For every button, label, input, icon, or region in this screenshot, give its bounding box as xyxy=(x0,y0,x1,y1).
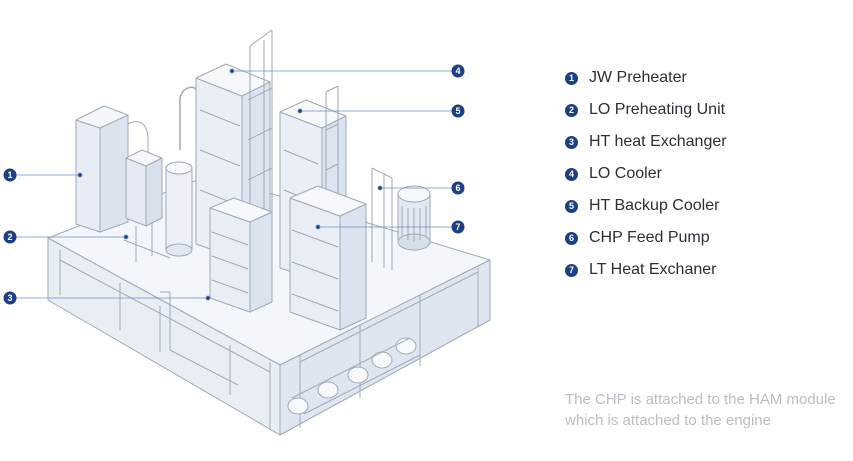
lt-exchanger-ribs xyxy=(291,229,339,312)
ht-exchanger-ribs xyxy=(211,231,249,294)
svg-text:3: 3 xyxy=(7,293,12,303)
tank-bottom xyxy=(165,243,193,257)
caption-note: The CHP is attached to the HAM module wh… xyxy=(565,389,850,431)
number-badge: 6 xyxy=(565,231,578,245)
component-legend: 1 JW Preheater 2 LO Preheating Unit 3 HT… xyxy=(565,62,727,286)
skid-pipe-run xyxy=(291,337,421,415)
legend-label: LT Heat Exchaner xyxy=(589,261,717,278)
skid-frame-lines xyxy=(59,250,479,430)
lo-cooler-top xyxy=(195,63,271,97)
legend-item-lo-preheating-unit: 2 LO Preheating Unit xyxy=(565,94,727,126)
svg-text:7: 7 xyxy=(455,222,460,232)
legend-item-jw-preheater: 1 JW Preheater xyxy=(565,62,727,94)
lt-exchanger-top xyxy=(289,185,367,217)
legend-label: HT Backup Cooler xyxy=(589,197,720,214)
callout-2: 2 xyxy=(3,230,17,244)
ht-backup-frame xyxy=(283,85,339,260)
legend-label: LO Cooler xyxy=(589,165,662,182)
callout-6: 6 xyxy=(451,181,465,195)
tank-body xyxy=(165,167,193,251)
caption-line-1: The CHP is attached to the HAM module xyxy=(565,391,836,408)
svg-text:5: 5 xyxy=(455,106,460,116)
legend-label: LO Preheating Unit xyxy=(589,101,726,118)
number-badge: 4 xyxy=(565,167,578,181)
callout-4: 4 xyxy=(451,64,465,78)
svg-text:6: 6 xyxy=(455,183,460,193)
number-badge: 3 xyxy=(565,135,578,149)
pump-box-front xyxy=(125,157,147,227)
lt-exchanger-side xyxy=(339,203,367,331)
legend-item-chp-feed-pump: 6 CHP Feed Pump xyxy=(565,222,727,254)
callout-7: 7 xyxy=(451,220,465,234)
legend-label: CHP Feed Pump xyxy=(589,229,710,246)
feed-pump-frame xyxy=(371,167,393,270)
caption-line-2: which is attached to the engine xyxy=(565,412,771,429)
callout-1: 1 xyxy=(3,168,17,182)
cabinet-side xyxy=(99,114,129,233)
ht-exchanger-top xyxy=(209,197,273,223)
ht-exchanger-front xyxy=(209,207,251,313)
cabinet-pipe xyxy=(127,121,149,160)
legend-label: HT heat Exchanger xyxy=(589,133,727,150)
svg-text:2: 2 xyxy=(7,232,12,242)
pump-motor-fins xyxy=(401,206,427,242)
number-badge: 7 xyxy=(565,263,578,277)
pump-motor-top xyxy=(397,185,431,203)
callout-3: 3 xyxy=(3,291,17,305)
number-badge: 1 xyxy=(565,71,578,85)
cabinet-top xyxy=(75,105,129,129)
ht-backup-top xyxy=(279,99,347,129)
legend-item-lo-cooler: 4 LO Cooler xyxy=(565,158,727,190)
lo-cooler-frame xyxy=(199,29,273,230)
ht-exchanger-side xyxy=(249,211,273,313)
pump-box-pipes xyxy=(123,222,171,262)
number-badge: 5 xyxy=(565,199,578,213)
number-badge: 2 xyxy=(565,103,578,117)
legend-item-ht-backup-cooler: 5 HT Backup Cooler xyxy=(565,190,727,222)
callout-5: 5 xyxy=(451,104,465,118)
pump-box-top xyxy=(125,149,163,167)
skid-pipe-flanges xyxy=(287,337,417,415)
lo-cooler-pipe xyxy=(179,86,197,150)
legend-item-ht-heat-exchanger: 3 HT heat Exchanger xyxy=(565,126,727,158)
legend-label: JW Preheater xyxy=(589,69,687,86)
svg-text:1: 1 xyxy=(7,170,12,180)
machine-drawing xyxy=(47,29,491,436)
callout-leaders xyxy=(16,68,452,301)
legend-item-lt-heat-exchaner: 7 LT Heat Exchaner xyxy=(565,254,727,286)
tank-top xyxy=(165,161,193,175)
pump-box-side xyxy=(145,157,163,227)
svg-text:4: 4 xyxy=(455,66,460,76)
